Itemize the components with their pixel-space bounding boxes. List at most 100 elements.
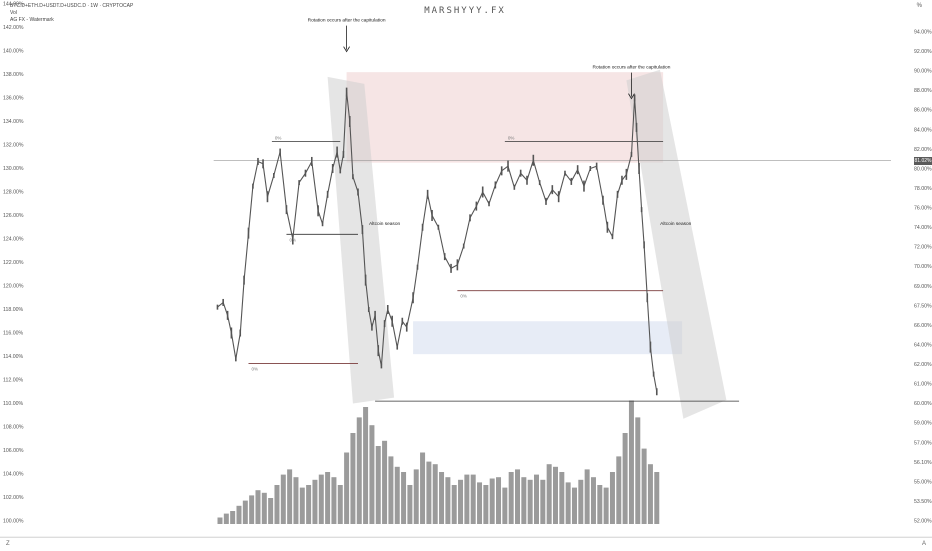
volume-bar bbox=[401, 472, 407, 524]
level-label: 0% bbox=[275, 135, 282, 140]
volume-bar bbox=[464, 474, 470, 524]
volume-bar bbox=[344, 452, 350, 524]
volume-bar bbox=[565, 482, 571, 524]
left-axis[interactable]: 144.00% 142.00% 140.00% 138.00% 136.00% 134.0… bbox=[3, 2, 24, 525]
volume-bar bbox=[590, 477, 596, 524]
volume-bar bbox=[255, 490, 261, 524]
last-value-badge: 81.02% bbox=[914, 157, 932, 165]
right-axis-tick: 86.00% bbox=[914, 108, 932, 114]
left-axis-tick: 136.00% bbox=[3, 96, 24, 102]
volume-bar bbox=[236, 505, 242, 524]
volume-bar bbox=[641, 448, 647, 524]
volume-bar bbox=[223, 513, 229, 524]
volume-bar bbox=[628, 400, 634, 524]
chart-annotations: Rotation occurs after the capitulation Ro… bbox=[308, 18, 692, 227]
annotation-text: Altcoin season bbox=[660, 221, 692, 227]
left-axis-tick: 142.00% bbox=[3, 25, 24, 31]
right-axis-tick: 82.00% bbox=[914, 147, 932, 153]
right-axis-tick: 76.00% bbox=[914, 206, 932, 212]
chart-zones bbox=[346, 72, 683, 355]
right-axis-tick: 66.00% bbox=[914, 323, 932, 329]
annotation-text: Altcoin season bbox=[369, 221, 401, 227]
volume-bar bbox=[445, 477, 451, 524]
volume-bar bbox=[426, 461, 432, 524]
watermark-text: MARSHYYY.FX bbox=[424, 6, 506, 16]
volume-bar bbox=[242, 500, 248, 524]
volume-bar bbox=[635, 417, 641, 524]
volume-bar bbox=[407, 485, 413, 524]
zoom-icon[interactable]: Z bbox=[6, 541, 10, 547]
volume-bar bbox=[546, 464, 552, 524]
left-axis-tick: 114.00% bbox=[3, 354, 23, 360]
left-axis-tick: 116.00% bbox=[3, 331, 23, 337]
volume-bar bbox=[534, 474, 539, 524]
volume-bar bbox=[363, 407, 369, 524]
volume-bar bbox=[521, 477, 527, 524]
volume-bar bbox=[420, 452, 426, 524]
auto-scale-icon[interactable]: A bbox=[921, 541, 926, 547]
right-axis[interactable]: 94.00% 92.00% 90.00% 88.00% 86.00% 84.00% 82.0… bbox=[914, 30, 932, 525]
right-axis-tick: 80.00% bbox=[914, 166, 932, 172]
right-axis-tick: 55.00% bbox=[914, 479, 932, 485]
volume-indicator-label[interactable]: Vol bbox=[10, 10, 17, 16]
rotation-channel-0 bbox=[327, 76, 395, 404]
right-axis-tick: 70.00% bbox=[914, 264, 932, 270]
volume-bar bbox=[268, 498, 274, 524]
volume-bar bbox=[654, 472, 660, 524]
left-axis-tick: 140.00% bbox=[3, 49, 24, 55]
right-axis-tick: 84.00% bbox=[914, 127, 932, 133]
watermark-indicator-label[interactable]: AG FX - Watermark bbox=[10, 17, 54, 23]
right-axis-tick: 52.00% bbox=[914, 519, 932, 525]
left-axis-tick: 102.00% bbox=[3, 495, 24, 501]
rotation-channel-1 bbox=[626, 69, 727, 419]
volume-bar bbox=[477, 482, 483, 524]
volume-bar bbox=[578, 479, 584, 524]
left-axis-tick: 124.00% bbox=[3, 237, 24, 243]
volume-bar bbox=[603, 487, 609, 524]
volume-bar bbox=[312, 479, 318, 524]
volume-bar bbox=[584, 469, 590, 524]
volume-bar bbox=[647, 464, 653, 524]
right-axis-tick: 60.00% bbox=[914, 401, 932, 407]
volume-bar bbox=[571, 487, 577, 524]
right-axis-tick: 92.00% bbox=[914, 49, 932, 55]
volume-bar bbox=[496, 477, 502, 524]
level-lines: 0%0%0%0%0% bbox=[213, 135, 891, 402]
volume-bar bbox=[337, 485, 343, 524]
right-axis-tick: 78.00% bbox=[914, 186, 932, 192]
symbol-title[interactable]: BTC.D+ETH.D+USDT.D+USDC.D · 1W · CRYPTOC… bbox=[10, 3, 134, 9]
volume-bar bbox=[622, 433, 628, 524]
volume-bar bbox=[388, 456, 394, 524]
right-axis-tick: 67.50% bbox=[914, 303, 932, 309]
volume-bar bbox=[616, 456, 622, 524]
volume-bar bbox=[515, 469, 521, 524]
left-axis-tick: 112.00% bbox=[3, 378, 23, 384]
left-axis-tick: 128.00% bbox=[3, 190, 24, 196]
volume-bar bbox=[249, 495, 255, 524]
right-axis-tick: 94.00% bbox=[914, 30, 932, 36]
price-series bbox=[216, 87, 658, 396]
volume-bars bbox=[217, 400, 660, 524]
down-arrow-icon bbox=[628, 93, 635, 100]
level-label: 0% bbox=[508, 135, 515, 140]
volume-bar bbox=[508, 472, 514, 524]
volume-bar bbox=[318, 474, 324, 524]
volume-bar bbox=[540, 479, 546, 524]
volume-bar bbox=[299, 487, 305, 524]
volume-bar bbox=[394, 466, 400, 524]
left-axis-tick: 126.00% bbox=[3, 213, 24, 219]
volume-bar bbox=[609, 472, 615, 524]
volume-bar bbox=[470, 474, 476, 524]
volume-bar bbox=[458, 479, 464, 524]
right-axis-tick: 72.00% bbox=[914, 245, 932, 251]
volume-bar bbox=[350, 433, 356, 524]
percent-scale-label[interactable]: % bbox=[916, 3, 922, 9]
left-axis-tick: 130.00% bbox=[3, 166, 24, 172]
annotation-text: Rotation occurs after the capitulation bbox=[308, 18, 386, 24]
left-axis-tick: 100.00% bbox=[3, 519, 24, 525]
left-axis-tick: 120.00% bbox=[3, 284, 24, 290]
left-axis-tick: 104.00% bbox=[3, 472, 24, 478]
zone-1 bbox=[413, 321, 683, 355]
volume-bar bbox=[217, 517, 223, 524]
